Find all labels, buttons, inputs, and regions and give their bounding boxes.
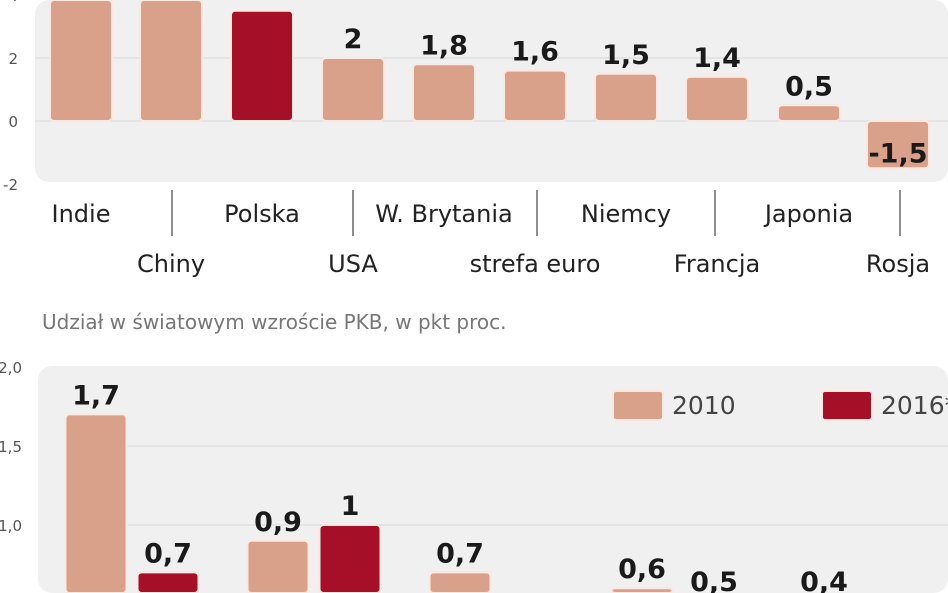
bar-chiny [139,0,203,122]
category-label: strefa euro [470,250,601,278]
data-label: 0,7 [144,538,192,569]
bar-indie [49,0,113,122]
y-tick-label: 2 [8,50,18,68]
y-tick-label: 2,0 [0,359,22,377]
legend-swatch-2010 [612,390,664,421]
bar-w-brytania [412,63,476,123]
y-tick-label: -2 [3,176,18,194]
y-tick-label: 0 [8,113,18,131]
category-label: Rosja [866,250,930,278]
data-label: 0,9 [254,507,302,538]
bar-rosja [866,120,930,170]
category-label: Niemcy [581,200,671,228]
data-label: 1,7 [72,380,120,411]
bar-2010 [64,413,128,593]
bar-francja [685,75,749,122]
bar-niemcy [594,72,658,122]
legend-label: 2010 [672,391,736,420]
legend-label: 2016* [881,391,948,420]
data-label: 1,6 [511,37,559,68]
bar-2016 [136,571,200,593]
bar-japonia [777,104,841,122]
category-label: Chiny [137,250,205,278]
bottom-chart-subtitle: Udział w światowym wzroście PKB, w pkt p… [42,310,506,334]
data-label: 2 [344,24,363,55]
data-label: 1,5 [602,40,650,71]
legend-swatch-2016 [821,390,873,421]
bar-strefa-euro [503,69,567,122]
y-tick-label: 4 [8,0,18,5]
data-label: 0,7 [436,538,484,569]
category-label: W. Brytania [375,200,512,228]
data-label: 1,4 [693,43,741,74]
bottom-chart-panel [38,366,948,593]
bar-polska [230,9,294,122]
bar-2010 [246,539,310,593]
data-label: 1 [341,491,360,522]
bar-2016 [318,524,382,593]
category-label: Japonia [763,200,853,228]
bar-2010 [610,587,674,593]
category-label: Polska [224,200,300,228]
y-tick-label: 1,5 [0,438,22,456]
data-label: 0,6 [618,554,666,585]
category-label: Indie [52,200,111,228]
category-label: USA [328,250,378,278]
y-tick-label: 1,0 [0,517,22,535]
data-label: 0,5 [785,71,833,102]
bar-2010 [428,571,492,593]
bar-usa [321,57,385,122]
data-label: 1,8 [420,30,468,61]
data-label: 0,4 [800,567,848,593]
data-label: 0,5 [690,567,738,593]
data-label: -1,5 [868,138,927,169]
category-label: Francja [674,250,760,278]
